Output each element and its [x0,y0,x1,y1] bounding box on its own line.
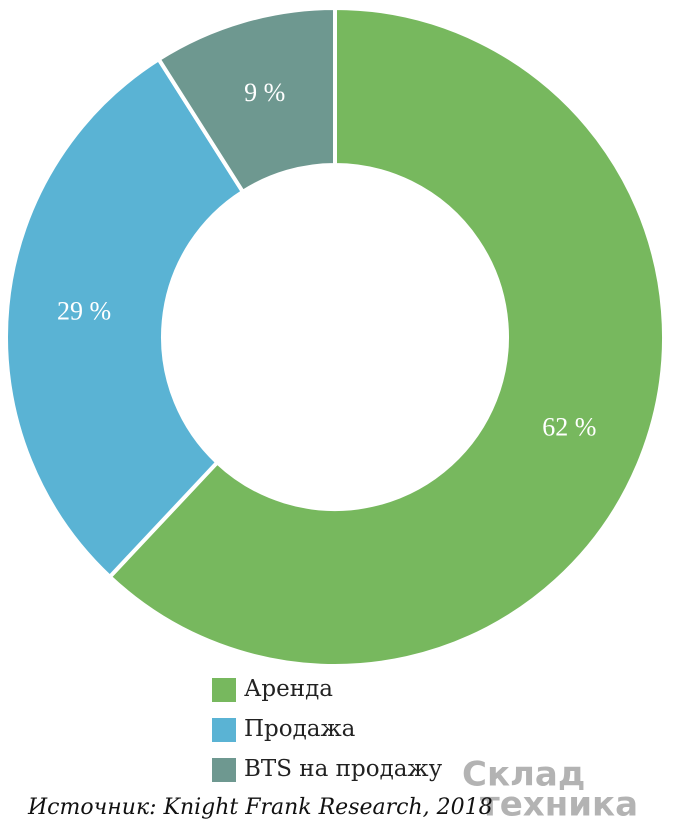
legend-swatch [212,758,236,782]
donut [4,5,666,668]
data-label: 29 % [57,296,111,325]
donut-slice [106,5,666,668]
legend-label: Продажа [244,716,356,742]
donut-slice [155,5,337,195]
donut-slice [4,56,246,580]
watermark: техника [480,785,638,825]
legend-swatch [212,718,236,742]
legend-label: BTS на продажу [244,756,443,782]
watermark: Склад [462,755,585,795]
source: Источник: Knight Frank Research, 2018 [27,795,493,820]
data-label: 62 % [542,413,596,442]
legend-swatch [212,678,236,702]
legend-label: Аренда [244,676,333,702]
data-label: 9 % [244,78,285,107]
